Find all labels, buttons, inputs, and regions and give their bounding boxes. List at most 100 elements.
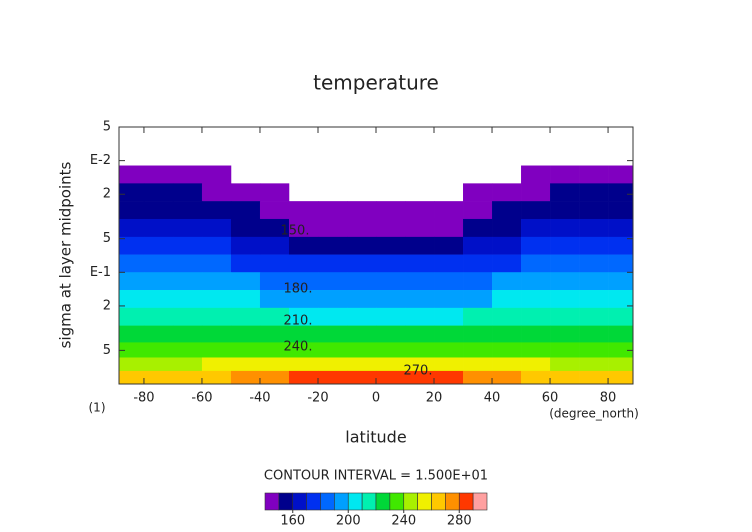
contour-cell <box>463 236 493 255</box>
contour-cell <box>608 370 634 385</box>
contour-cell <box>376 201 406 220</box>
x-tick-label: 60 <box>542 391 559 406</box>
contour-cell <box>201 254 232 273</box>
contour-cell <box>492 272 522 291</box>
contour-cell <box>288 307 319 326</box>
contour-cell <box>259 357 290 372</box>
contour-label: 240. <box>284 340 313 355</box>
contour-cell <box>288 325 319 343</box>
contour-cell <box>346 357 377 372</box>
contour-cell <box>608 127 633 148</box>
contour-cell <box>143 236 174 255</box>
contour-cell <box>492 254 522 273</box>
contour-cell <box>317 307 348 326</box>
contour-cell <box>288 272 319 291</box>
contour-cell <box>434 236 464 255</box>
colorbar-box <box>278 492 294 511</box>
colorbar-box <box>306 492 321 511</box>
contour-cell <box>463 254 493 273</box>
contour-cell <box>201 201 232 220</box>
contour-cell <box>172 165 203 184</box>
contour-cell <box>346 325 377 343</box>
contour-cell <box>579 165 609 184</box>
colorbar-box <box>445 492 460 511</box>
colorbar-tick-label: 280 <box>447 514 472 529</box>
contour-cell <box>143 218 174 238</box>
contour-cell <box>172 307 203 326</box>
contour-cell <box>259 307 290 326</box>
contour-cell <box>434 342 464 358</box>
colorbar-box <box>458 492 474 511</box>
contour-cell <box>119 307 145 326</box>
contour-cell <box>376 325 406 343</box>
contour-cell <box>463 357 493 372</box>
contour-cell <box>434 325 464 343</box>
contour-cell <box>119 325 145 343</box>
contour-cell <box>608 148 633 166</box>
y-tick-label: E-1 <box>90 265 111 280</box>
contour-cell <box>463 183 493 202</box>
contour-cell <box>173 148 202 166</box>
contour-cell <box>346 342 377 358</box>
colorbar-box <box>403 492 418 511</box>
contour-cell <box>172 290 203 309</box>
contour-cell <box>434 370 464 385</box>
contour-cell <box>202 127 231 148</box>
contour-cell <box>579 183 609 202</box>
contour-cell <box>288 370 319 385</box>
x-tick-label: 80 <box>600 391 617 406</box>
contour-cell <box>289 127 318 148</box>
contour-cell <box>550 254 580 273</box>
contour-cell <box>521 290 551 309</box>
contour-cell <box>492 148 521 166</box>
contour-cell <box>434 218 464 238</box>
contour-cell <box>521 183 551 202</box>
contour-cell <box>231 148 260 166</box>
contour-cell <box>492 342 522 358</box>
contour-cell <box>288 236 319 255</box>
x-tick-label: -20 <box>307 391 328 406</box>
contour-cell <box>346 236 377 255</box>
colorbar-tick-label: 160 <box>280 514 305 529</box>
contour-cell <box>405 290 435 309</box>
contour-cell <box>201 290 232 309</box>
contour-cell <box>172 325 203 343</box>
contour-cell <box>288 218 319 238</box>
contour-cell <box>608 254 634 273</box>
contour-cell <box>521 325 551 343</box>
contour-cell <box>579 357 609 372</box>
contour-cell <box>492 370 522 385</box>
contour-cell <box>434 272 464 291</box>
contour-cell <box>230 307 261 326</box>
contour-cell <box>201 325 232 343</box>
contour-cell <box>579 254 609 273</box>
contour-cell <box>288 254 319 273</box>
contour-cell <box>405 148 434 166</box>
contour-cell <box>405 254 435 273</box>
contour-cell <box>550 290 580 309</box>
contour-cell <box>231 127 260 148</box>
contour-cell <box>550 183 580 202</box>
contour-cell <box>230 201 261 220</box>
x-tick-label: 40 <box>484 391 501 406</box>
contour-cell <box>376 290 406 309</box>
contour-cell <box>317 236 348 255</box>
contour-cell <box>259 272 290 291</box>
y-tick-label: 5 <box>103 120 111 135</box>
contour-cell <box>201 236 232 255</box>
contour-cell <box>143 307 174 326</box>
contour-cell <box>347 148 376 166</box>
contour-cell <box>230 218 261 238</box>
contour-cell <box>608 201 634 220</box>
contour-cell <box>521 127 550 148</box>
contour-cell <box>463 342 493 358</box>
contour-cell <box>347 127 376 148</box>
contour-cell <box>463 272 493 291</box>
colorbar-box <box>264 492 280 511</box>
contour-cell <box>521 307 551 326</box>
contour-label: 150. <box>281 224 310 239</box>
contour-cell <box>143 357 174 372</box>
z-unit: (1) <box>89 401 106 415</box>
contour-cell <box>579 148 608 166</box>
contour-cell <box>172 342 203 358</box>
